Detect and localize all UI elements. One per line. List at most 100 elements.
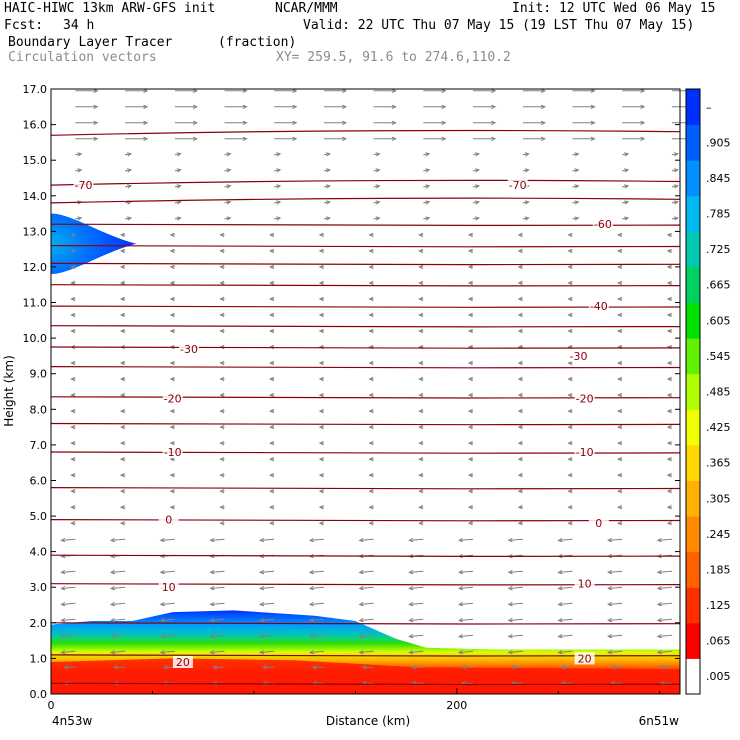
temperature-contour (50, 519, 681, 522)
wind-vector (210, 586, 225, 589)
wind-vector-head (375, 184, 381, 189)
wind-vector-head (408, 601, 414, 607)
wind-vector-head (617, 232, 623, 238)
wind-vector-head (418, 424, 424, 430)
wind-vector-head (219, 248, 225, 254)
wind-vector (61, 618, 76, 621)
wind-vector-head (169, 504, 175, 510)
wind-vector-head (617, 360, 623, 366)
contour-label: 10 (578, 578, 592, 591)
wind-vector-head (474, 200, 481, 205)
wind-vector (459, 586, 474, 589)
wind-vector-head (666, 424, 672, 430)
wind-vector-head (666, 392, 672, 398)
wind-vector-head (368, 376, 374, 382)
x-axis-end-left: 4n53w (52, 714, 93, 728)
wind-vector (160, 618, 175, 621)
wind-vector-head (467, 504, 473, 510)
wind-vector-head (607, 537, 613, 543)
wind-vector-head (259, 553, 265, 559)
wind-vector-head (109, 569, 116, 575)
wind-vector (359, 602, 374, 605)
wind-vector-head (656, 601, 662, 607)
wind-vector (160, 538, 175, 541)
wind-vector-head (467, 328, 473, 334)
wind-vector-head (617, 472, 623, 478)
wind-vector (260, 602, 275, 605)
wind-vector-head (517, 440, 523, 446)
wind-vector-head (567, 280, 573, 286)
contour-label: 20 (578, 652, 592, 665)
wind-vector-head (408, 537, 414, 543)
wind-vector-head (517, 296, 523, 302)
wind-vector-head (162, 665, 168, 670)
wind-vector (657, 586, 672, 589)
wind-vector (558, 650, 573, 653)
wind-vector-head (640, 88, 646, 93)
colorbar-label: .785 (706, 208, 731, 221)
xy-coords: XY= 259.5, 91.6 to 274.6,110.2 (276, 50, 511, 65)
wind-vector-head (269, 472, 275, 478)
contour-label: -30 (180, 343, 198, 356)
wind-vector-head (318, 360, 324, 366)
wind-vector (508, 618, 523, 621)
wind-vector-head (308, 634, 314, 639)
temperature-contour (50, 179, 681, 186)
wind-vector-head (517, 248, 523, 254)
wind-vector-head (119, 280, 125, 286)
colorbar-label: .605 (706, 314, 731, 327)
wind-vector-head (666, 232, 672, 238)
wind-vector-head (656, 537, 662, 543)
wind-vector-head (368, 520, 374, 526)
wind-vector (558, 538, 573, 541)
wind-vector-head (517, 472, 523, 478)
wind-vector-head (318, 456, 324, 462)
wind-vector-head (567, 504, 573, 510)
wind-vector-head (418, 296, 424, 302)
wind-vector (359, 618, 374, 621)
wind-vector-head (269, 392, 275, 398)
wind-vector-head (318, 392, 324, 398)
y-tick-label: 10.0 (23, 332, 48, 345)
wind-vector (459, 570, 474, 573)
wind-vector-head (308, 569, 314, 575)
temperature-contour (50, 682, 681, 686)
wind-vector-head (673, 168, 679, 173)
wind-vector-head (607, 634, 613, 639)
wind-vector-head (418, 504, 424, 510)
fcst-value: 34 h (63, 18, 95, 33)
wind-vector (111, 650, 126, 653)
wind-vector (558, 602, 573, 605)
wind-vector-head (70, 248, 76, 254)
wind-vector-head (269, 376, 275, 382)
wind-vector (508, 586, 523, 589)
wind-vector-head (269, 488, 275, 494)
wind-vector-head (368, 424, 374, 430)
wind-vector-head (666, 408, 672, 414)
wind-vector-head (474, 184, 481, 189)
wind-vector-head (673, 200, 679, 205)
wind-vector-head (467, 424, 473, 430)
colorbar-label: .425 (706, 421, 731, 434)
wind-vector (111, 570, 126, 573)
wind-vector-head (368, 264, 374, 270)
wind-vector-head (666, 264, 672, 270)
wind-vector-head (169, 328, 175, 334)
wind-vector-head (70, 424, 76, 430)
wind-vector-head (219, 472, 225, 478)
wind-vector-head (119, 440, 125, 446)
y-tick-label: 5.0 (30, 510, 48, 523)
wind-vector-head (318, 296, 324, 302)
wind-vector-head (209, 650, 215, 655)
wind-vector-head (269, 424, 275, 430)
temperature-contour (50, 487, 681, 490)
wind-vector-head (342, 136, 348, 142)
wind-vector (309, 634, 324, 637)
x-tick-label: 0 (48, 699, 55, 712)
wind-vector-head (467, 360, 473, 366)
wind-vector (359, 538, 374, 541)
wind-vector-head (209, 569, 215, 575)
wind-vector-head (318, 280, 324, 286)
colorbar-swatch (686, 266, 700, 304)
wind-vector-head (169, 232, 175, 238)
